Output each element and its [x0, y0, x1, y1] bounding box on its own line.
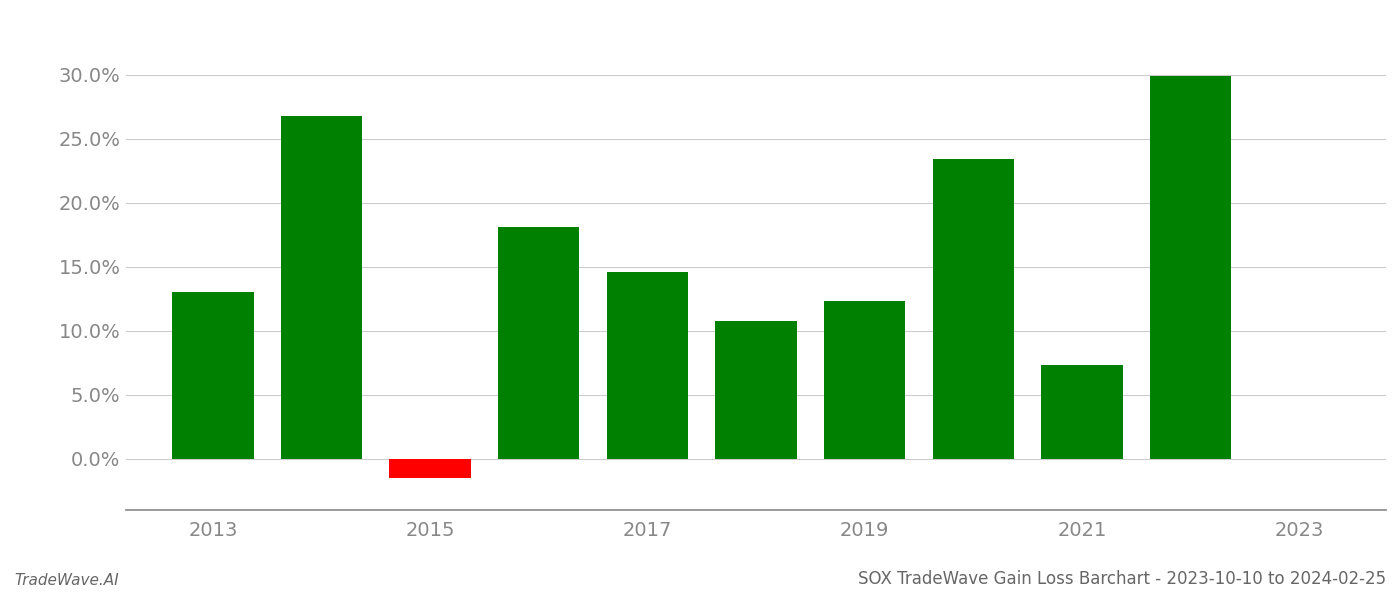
Text: SOX TradeWave Gain Loss Barchart - 2023-10-10 to 2024-02-25: SOX TradeWave Gain Loss Barchart - 2023-… [858, 570, 1386, 588]
Text: TradeWave.AI: TradeWave.AI [14, 573, 119, 588]
Bar [606, 272, 689, 459]
Bar [498, 227, 580, 459]
Bar [715, 320, 797, 459]
Bar [823, 301, 906, 459]
Bar [1149, 76, 1231, 459]
Bar [1042, 365, 1123, 459]
Bar [932, 159, 1014, 459]
Bar [389, 459, 470, 478]
Bar [172, 292, 253, 459]
Bar [281, 116, 363, 459]
